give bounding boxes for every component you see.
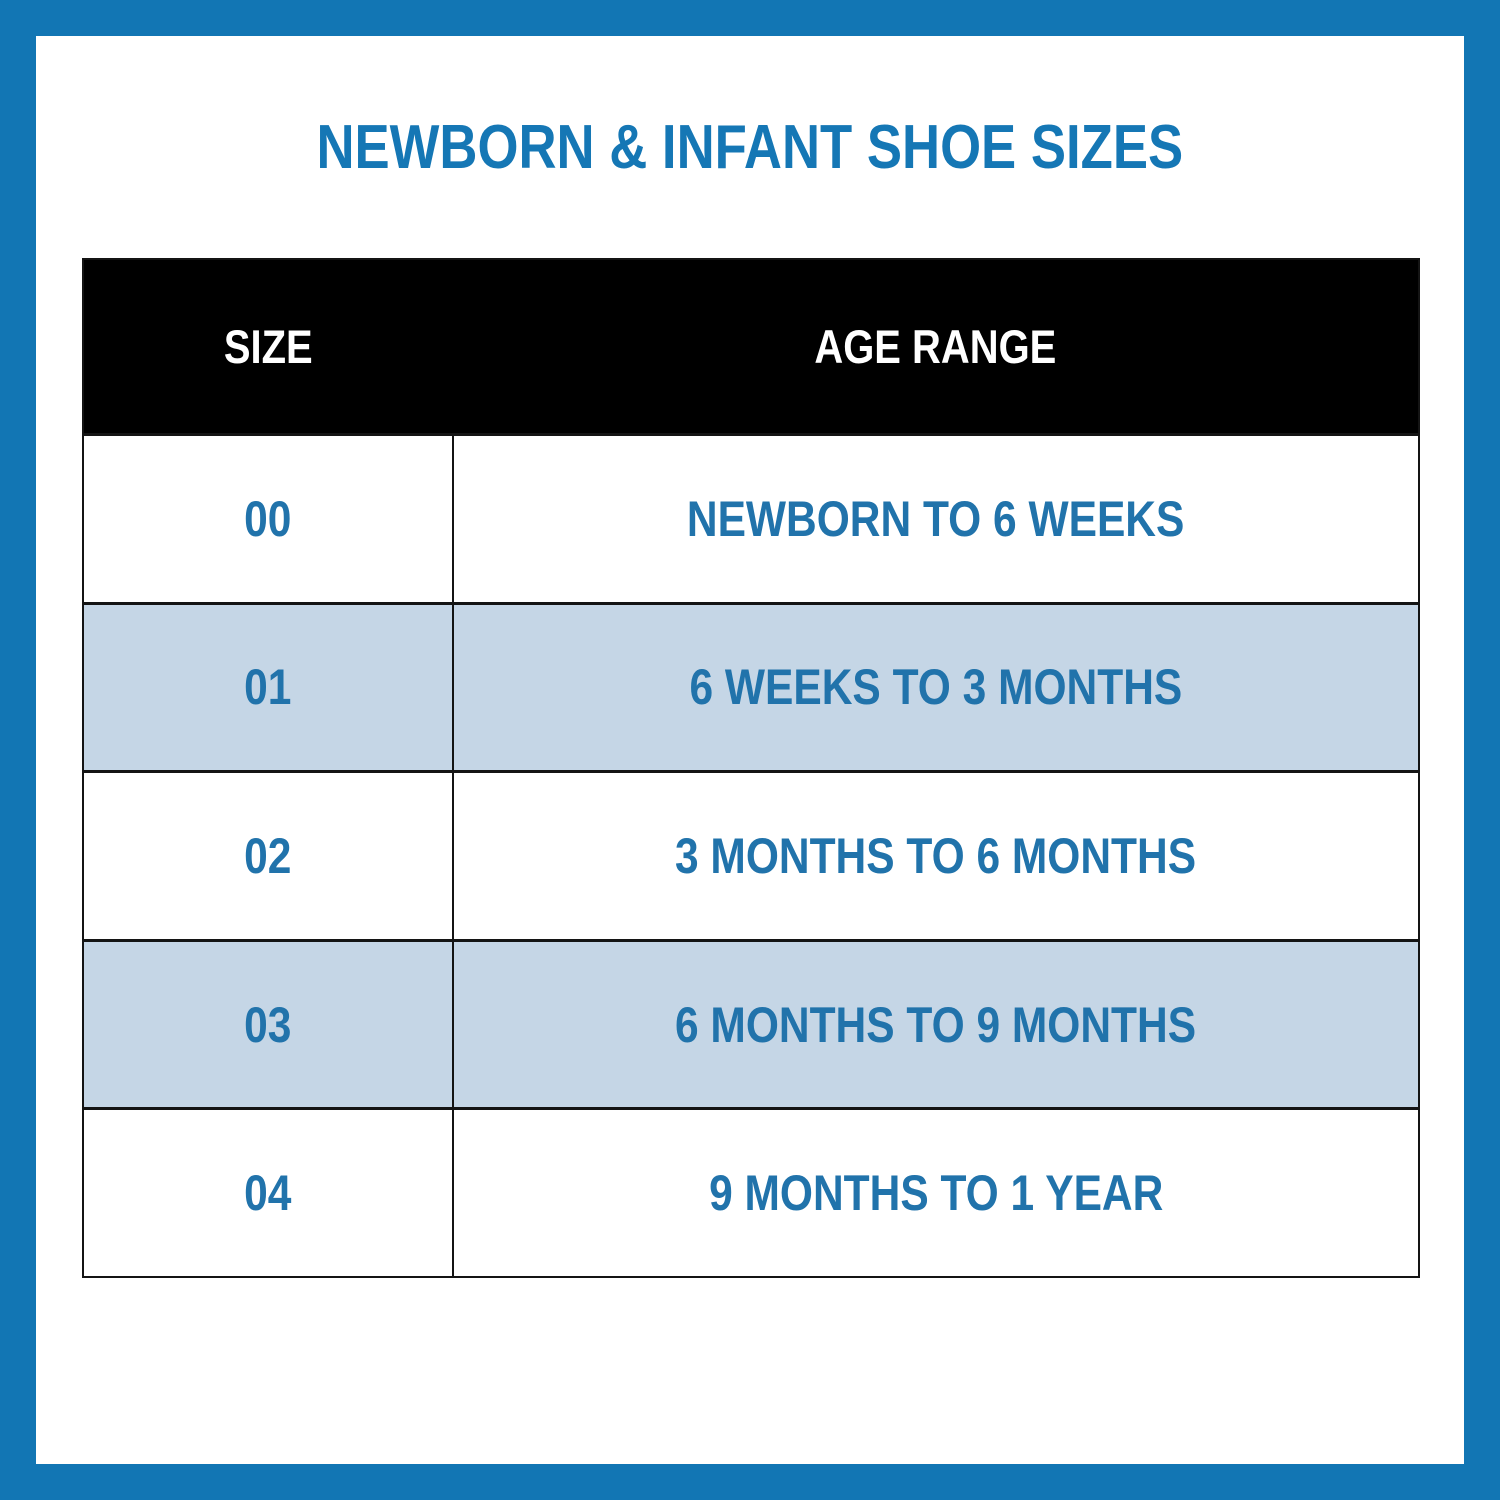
- size-cell: 02: [84, 770, 452, 939]
- age-range-cell: 9 MONTHS TO 1 YEAR: [452, 1107, 1418, 1276]
- size-value: 01: [244, 659, 292, 716]
- page-background: NEWBORN & INFANT SHOE SIZES SIZE AGE RAN…: [36, 36, 1464, 1464]
- age-range-value: 6 MONTHS TO 9 MONTHS: [675, 996, 1197, 1053]
- size-chart-table: SIZE AGE RANGE 00 NEWBORN TO 6 WEEKS 01 …: [82, 258, 1420, 1278]
- size-cell: 01: [84, 601, 452, 771]
- age-range-cell: 6 MONTHS TO 9 MONTHS: [452, 938, 1418, 1108]
- size-cell: 03: [84, 938, 452, 1108]
- age-range-value: 3 MONTHS TO 6 MONTHS: [675, 827, 1197, 884]
- age-range-value: 6 WEEKS TO 3 MONTHS: [689, 659, 1183, 716]
- age-range-value: NEWBORN TO 6 WEEKS: [687, 490, 1185, 547]
- age-range-cell: NEWBORN TO 6 WEEKS: [452, 433, 1418, 602]
- header-cell-size: SIZE: [84, 260, 452, 433]
- age-range-cell: 6 WEEKS TO 3 MONTHS: [452, 601, 1418, 771]
- age-range-cell: 3 MONTHS TO 6 MONTHS: [452, 770, 1418, 939]
- size-cell: 04: [84, 1107, 452, 1276]
- header-age-range-label: AGE RANGE: [814, 320, 1056, 373]
- size-value: 03: [244, 996, 292, 1053]
- header-cell-age-range: AGE RANGE: [452, 260, 1418, 433]
- size-value: 00: [244, 490, 292, 547]
- size-value: 04: [244, 1165, 292, 1222]
- page-title: NEWBORN & INFANT SHOE SIZES: [36, 113, 1464, 182]
- size-value: 02: [244, 827, 292, 884]
- page-title-text: NEWBORN & INFANT SHOE SIZES: [316, 113, 1184, 182]
- header-size-label: SIZE: [223, 320, 313, 373]
- age-range-value: 9 MONTHS TO 1 YEAR: [708, 1165, 1164, 1222]
- size-cell: 00: [84, 433, 452, 602]
